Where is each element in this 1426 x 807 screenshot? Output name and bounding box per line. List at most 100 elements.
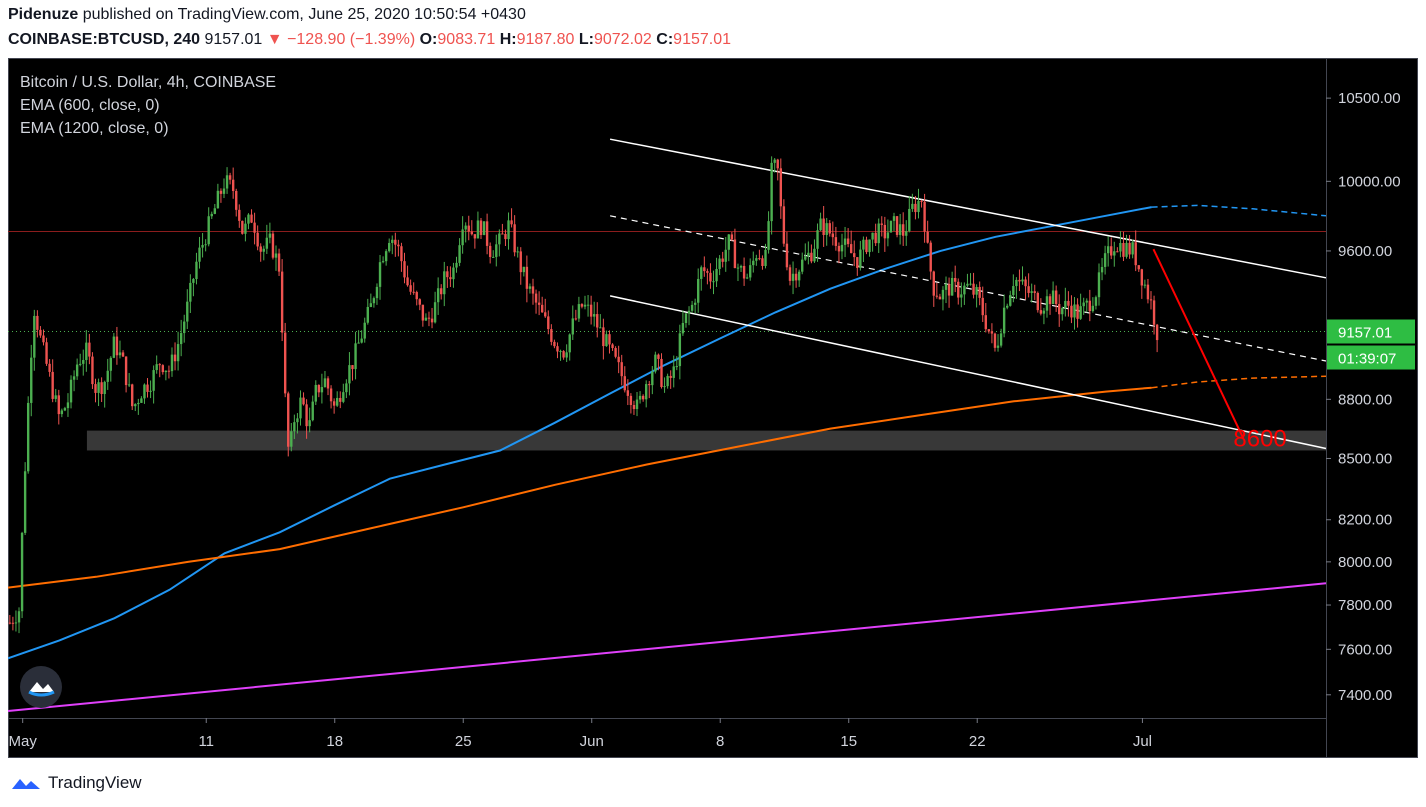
candle-body bbox=[436, 288, 440, 303]
candle-body bbox=[470, 231, 474, 235]
candle-body bbox=[791, 273, 795, 281]
candle-body bbox=[1082, 302, 1085, 307]
candle-body bbox=[577, 304, 581, 319]
candle-body bbox=[776, 159, 779, 169]
chart-frame[interactable] bbox=[8, 58, 1418, 758]
candle-body bbox=[669, 375, 672, 378]
candle-body bbox=[727, 234, 731, 250]
footer-brand[interactable]: TradingView bbox=[48, 773, 142, 792]
candle-body bbox=[82, 360, 85, 364]
candle-body bbox=[1018, 279, 1021, 282]
last-price-badge bbox=[1327, 319, 1415, 344]
candle-body bbox=[36, 315, 39, 330]
candle-body bbox=[797, 271, 801, 281]
candle-body bbox=[782, 206, 786, 244]
candle-body bbox=[250, 214, 253, 223]
candle-body bbox=[599, 327, 602, 329]
candle-body bbox=[519, 251, 522, 273]
candle-body bbox=[513, 224, 516, 253]
candle-body bbox=[834, 237, 838, 246]
candles bbox=[8, 156, 1159, 634]
candle-body bbox=[632, 405, 636, 410]
time-tick-label: 15 bbox=[840, 733, 857, 750]
publish-info: Pidenuze published on TradingView.com, J… bbox=[8, 6, 526, 24]
candle-body bbox=[504, 233, 507, 240]
candle-body bbox=[299, 397, 302, 419]
ema1200-legend[interactable]: EMA (1200, close, 0) bbox=[20, 120, 169, 137]
candle-body bbox=[559, 351, 562, 353]
tradingview-badge[interactable] bbox=[20, 666, 62, 708]
candle-body bbox=[317, 384, 321, 393]
candle-body bbox=[30, 357, 33, 403]
last-price: 9157.01 bbox=[204, 31, 263, 48]
candle-body bbox=[807, 252, 810, 257]
candle-body bbox=[339, 397, 342, 402]
candle-body bbox=[189, 282, 192, 302]
candle-body bbox=[923, 201, 926, 232]
price-tick-label: 10000.00 bbox=[1338, 173, 1401, 190]
channel-lower-line bbox=[609, 295, 1327, 450]
publisher-name[interactable]: Pidenuze bbox=[8, 6, 79, 23]
candle-body bbox=[871, 232, 874, 240]
candle-body bbox=[231, 179, 235, 192]
candle-body bbox=[143, 384, 146, 399]
candle-body bbox=[663, 386, 666, 388]
ema1200-line bbox=[8, 386, 1152, 589]
candle-body bbox=[531, 286, 535, 294]
price-tick-label: 7600.00 bbox=[1338, 641, 1392, 658]
candle-body bbox=[406, 277, 409, 286]
candle-body bbox=[522, 266, 526, 273]
candle-body bbox=[400, 246, 403, 262]
candle-body bbox=[33, 315, 36, 358]
candle-body bbox=[742, 265, 746, 279]
candle-body bbox=[293, 422, 296, 432]
candle-body bbox=[323, 378, 327, 388]
candle-body bbox=[1012, 286, 1015, 296]
candle-body bbox=[666, 375, 669, 387]
candle-body bbox=[537, 302, 541, 305]
candle-body bbox=[544, 312, 547, 317]
target-label: 8600 bbox=[1233, 426, 1286, 453]
candle-body bbox=[611, 344, 614, 349]
candle-body bbox=[283, 332, 287, 394]
chart-title[interactable]: Bitcoin / U.S. Dollar, 4h, COINBASE bbox=[20, 74, 277, 91]
candle-body bbox=[186, 301, 189, 322]
candle-body bbox=[167, 370, 171, 372]
support-zone bbox=[86, 430, 1327, 451]
candle-body bbox=[565, 352, 568, 358]
ema600-legend[interactable]: EMA (600, close, 0) bbox=[20, 97, 160, 114]
candle-body bbox=[1036, 292, 1040, 311]
candle-body bbox=[620, 362, 623, 377]
countdown-label: 01:39:07 bbox=[1338, 351, 1396, 368]
candle-body bbox=[134, 404, 137, 407]
candle-body bbox=[990, 331, 994, 334]
candle-body bbox=[1009, 295, 1012, 306]
candle-body bbox=[320, 387, 324, 393]
price-chart[interactable]: 8600 10500.00 10000.00 9600.00 8800.00 8500.… bbox=[8, 58, 1418, 758]
candle-body bbox=[801, 259, 804, 272]
candle-body bbox=[158, 364, 161, 366]
candle-body bbox=[525, 266, 529, 289]
candle-body bbox=[1091, 305, 1095, 312]
candle-body bbox=[978, 287, 981, 298]
candle-body bbox=[1122, 243, 1125, 257]
candle-body bbox=[586, 304, 590, 306]
candle-body bbox=[547, 316, 550, 330]
candle-body bbox=[427, 317, 431, 319]
candle-body bbox=[155, 364, 158, 371]
candle-body bbox=[394, 239, 397, 245]
candle-body bbox=[929, 242, 932, 272]
candle-body bbox=[176, 344, 180, 362]
candle-body bbox=[877, 223, 880, 244]
candle-body bbox=[1051, 290, 1055, 305]
candle-body bbox=[1021, 279, 1024, 282]
candle-body bbox=[1094, 297, 1098, 306]
candle-body bbox=[473, 234, 477, 239]
candle-body bbox=[874, 232, 877, 244]
candle-body bbox=[1024, 279, 1027, 287]
candle-body bbox=[917, 200, 920, 213]
candle-body bbox=[745, 277, 749, 279]
candle-body bbox=[11, 622, 15, 624]
candle-body bbox=[840, 244, 844, 252]
time-tick-label: Jun bbox=[580, 733, 604, 750]
